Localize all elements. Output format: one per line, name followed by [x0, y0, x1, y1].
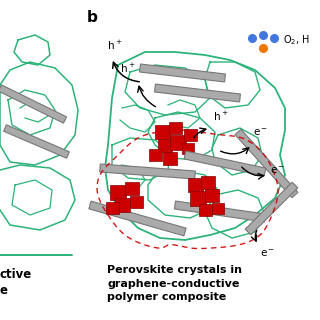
Polygon shape [184, 151, 266, 176]
Bar [183, 129, 196, 141]
Polygon shape [0, 85, 67, 123]
Text: e$^-$: e$^-$ [270, 164, 285, 175]
Polygon shape [89, 201, 186, 236]
Bar [125, 181, 139, 195]
Polygon shape [100, 164, 195, 179]
Bar [130, 196, 142, 208]
Bar [155, 125, 170, 139]
Polygon shape [245, 182, 298, 235]
Bar [158, 139, 172, 151]
Bar [198, 204, 212, 216]
Polygon shape [235, 129, 298, 198]
Polygon shape [155, 84, 240, 102]
Bar [169, 122, 181, 134]
Bar [148, 149, 162, 161]
Bar [205, 188, 219, 202]
Text: O$_2$, H: O$_2$, H [283, 33, 310, 47]
Polygon shape [140, 64, 226, 82]
Text: h$^+$: h$^+$ [107, 39, 123, 52]
Polygon shape [4, 125, 69, 158]
Bar [212, 203, 224, 213]
Bar [182, 142, 194, 154]
Bar [106, 202, 118, 214]
Bar [170, 134, 186, 149]
Polygon shape [174, 201, 266, 222]
Bar [163, 151, 177, 164]
Text: e$^-$: e$^-$ [260, 248, 275, 259]
Bar [188, 178, 203, 192]
Text: Perovskite crystals in
graphene-conductive
polymer composite: Perovskite crystals in graphene-conducti… [107, 265, 242, 302]
Text: b: b [87, 10, 98, 25]
Bar [110, 185, 126, 199]
Text: h$^+$: h$^+$ [120, 62, 135, 75]
Text: e$^-$: e$^-$ [253, 127, 268, 138]
Text: h$^+$: h$^+$ [213, 110, 228, 123]
Bar [201, 175, 215, 188]
Bar [190, 190, 206, 205]
Text: e: e [0, 284, 8, 297]
Bar [115, 198, 130, 212]
Text: ctive: ctive [0, 268, 32, 281]
